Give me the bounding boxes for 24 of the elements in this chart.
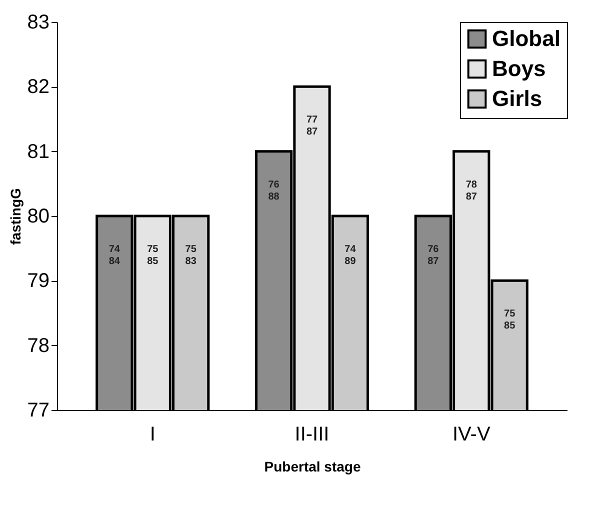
x-tick-label: II-III	[294, 424, 330, 446]
annotation: 75 85	[504, 308, 516, 332]
legend-label: Girls	[492, 86, 542, 111]
y-tick-label: 79	[27, 270, 50, 292]
legend-label: Boys	[492, 56, 546, 81]
y-tick-label: 78	[27, 334, 50, 357]
y-tick-label: 82	[27, 76, 50, 98]
annotation: 77 87	[306, 114, 318, 138]
annotation: 78 87	[466, 179, 478, 202]
x-tick-label: I	[150, 424, 156, 446]
annotation: 75 85	[147, 244, 159, 267]
legend-label: Global	[492, 26, 560, 51]
y-tick-label: 81	[27, 140, 50, 163]
annotation: 76 88	[268, 179, 280, 202]
y-axis-title: fastingG	[7, 188, 24, 245]
y-tick-label: 77	[27, 400, 50, 422]
x-axis-title: Pubertal stage	[264, 458, 361, 474]
annotation: 74 84	[108, 244, 120, 267]
annotation: 75 83	[185, 244, 197, 267]
annotation: 74 89	[344, 244, 356, 267]
y-tick-label: 83	[27, 12, 50, 34]
annotation: 76 87	[428, 244, 440, 267]
y-tick-label: 80	[27, 206, 50, 228]
x-tick-label: IV-V	[452, 424, 491, 446]
